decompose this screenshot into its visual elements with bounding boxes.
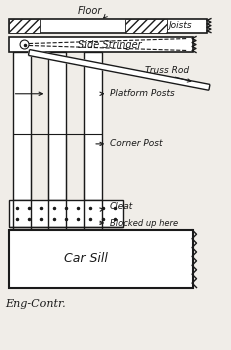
Bar <box>12 52 30 200</box>
Bar <box>125 19 166 33</box>
Text: Platform Posts: Platform Posts <box>100 89 174 98</box>
Text: Cleat: Cleat <box>99 202 133 211</box>
Bar <box>9 19 207 33</box>
Text: Blocked up here: Blocked up here <box>99 219 177 228</box>
Bar <box>48 52 66 200</box>
Text: Corner Post: Corner Post <box>95 139 162 148</box>
Text: Joists: Joists <box>168 21 191 30</box>
Text: Side Stringer: Side Stringer <box>78 40 141 49</box>
Text: Car Sill: Car Sill <box>64 252 107 265</box>
Bar <box>84 52 102 200</box>
Text: Floor: Floor <box>78 6 102 16</box>
Bar <box>9 230 192 288</box>
Bar <box>9 19 40 33</box>
Polygon shape <box>28 50 209 90</box>
Text: Truss Rod: Truss Rod <box>144 66 188 75</box>
Bar <box>9 36 192 52</box>
Bar <box>9 200 122 227</box>
Text: Eng-Contr.: Eng-Contr. <box>6 300 66 309</box>
